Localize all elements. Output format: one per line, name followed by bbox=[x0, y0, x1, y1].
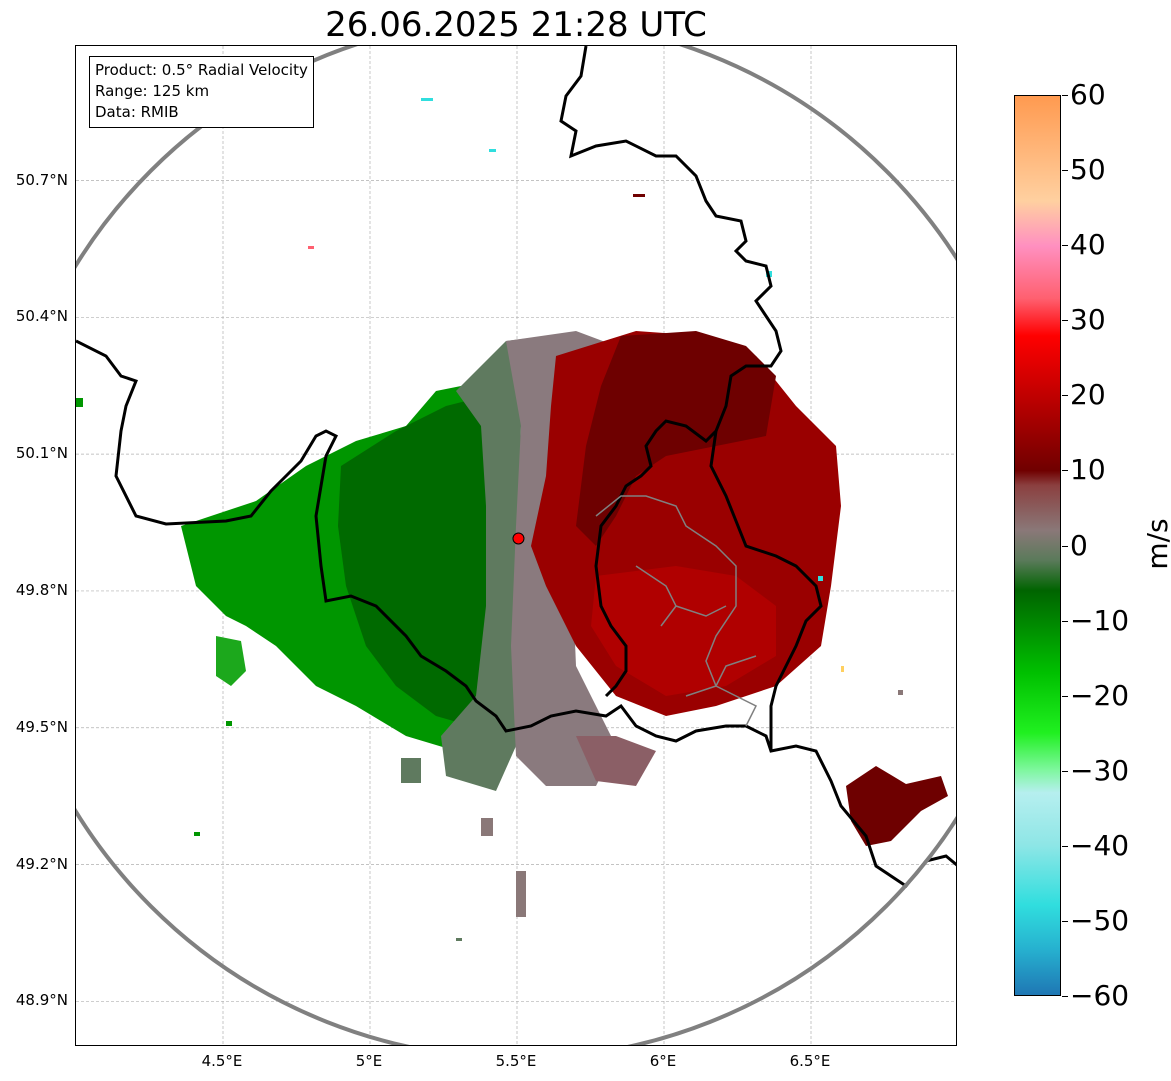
lon-tick-label: 6.5°E bbox=[789, 1052, 831, 1070]
lat-tick-label: 48.9°N bbox=[15, 991, 68, 1010]
colorbar-tick-label: 60 bbox=[1070, 78, 1106, 111]
colorbar-tick bbox=[1062, 920, 1068, 922]
echo-mauve-fringe bbox=[576, 736, 656, 786]
echo-cell-southeast bbox=[846, 766, 948, 846]
colorbar-tick-label: 20 bbox=[1070, 378, 1106, 412]
country-borders bbox=[76, 46, 956, 889]
product-info-box: Product: 0.5° Radial Velocity Range: 125… bbox=[89, 56, 314, 128]
echo-neutral-left bbox=[441, 336, 546, 791]
colorbar-tick bbox=[1062, 245, 1068, 247]
lat-tick-label: 50.7°N bbox=[15, 170, 68, 189]
colorbar-tick bbox=[1062, 470, 1068, 472]
lat-tick-label: 50.1°N bbox=[15, 444, 68, 463]
info-product: Product: 0.5° Radial Velocity bbox=[95, 61, 308, 79]
lat-tick-label: 49.2°N bbox=[15, 854, 68, 873]
lon-tick-label: 6°E bbox=[649, 1052, 677, 1070]
colorbar bbox=[1014, 95, 1061, 996]
map-canvas bbox=[76, 46, 956, 1045]
lat-tick-label: 50.4°N bbox=[15, 307, 68, 326]
colorbar-tick-label: −20 bbox=[1070, 678, 1130, 712]
colorbar-tick-label: −40 bbox=[1070, 828, 1130, 862]
border-line bbox=[559, 46, 783, 698]
echo-speck bbox=[421, 98, 433, 101]
colorbar-unit-label: m/s bbox=[1141, 518, 1171, 570]
radar-map[interactable] bbox=[75, 45, 957, 1046]
echo-speck bbox=[841, 666, 844, 672]
colorbar-tick-label: 40 bbox=[1070, 228, 1106, 262]
echo-speck bbox=[194, 832, 200, 836]
colorbar-tick bbox=[1062, 320, 1068, 322]
echo-speck bbox=[898, 690, 903, 695]
echo-speck bbox=[401, 758, 421, 783]
velocity-echoes bbox=[76, 98, 948, 941]
echo-green-core bbox=[338, 396, 506, 726]
plot-title: 26.06.2025 21:28 UTC bbox=[325, 5, 707, 45]
border-line bbox=[709, 430, 823, 751]
colorbar-tick-label: 0 bbox=[1070, 528, 1088, 562]
info-source: Data: RMIB bbox=[95, 103, 179, 121]
border-line-internal bbox=[595, 495, 758, 727]
colorbar-tick bbox=[1062, 770, 1068, 772]
echo-green-patch bbox=[216, 636, 246, 686]
colorbar-tick bbox=[1062, 620, 1068, 622]
colorbar-tick bbox=[1062, 545, 1068, 547]
echo-speck bbox=[516, 871, 526, 917]
lon-tick-label: 5.5°E bbox=[495, 1052, 537, 1070]
echo-speck bbox=[481, 818, 493, 836]
colorbar-tick-label: −60 bbox=[1070, 979, 1130, 1012]
colorbar-tick bbox=[1062, 170, 1068, 172]
radar-site-marker bbox=[512, 532, 525, 545]
colorbar-tick-label: 50 bbox=[1070, 153, 1106, 187]
lon-tick-label: 4.5°E bbox=[201, 1052, 243, 1070]
echo-speck bbox=[633, 194, 645, 197]
echo-speck bbox=[489, 149, 496, 152]
colorbar-tick-label: 10 bbox=[1070, 453, 1106, 487]
lon-tick-label: 5°E bbox=[355, 1052, 383, 1070]
colorbar-tick bbox=[1062, 695, 1068, 697]
border-line bbox=[76, 339, 956, 889]
echo-red-bright bbox=[591, 566, 776, 696]
echo-red-core bbox=[576, 331, 776, 546]
echo-speck bbox=[76, 398, 83, 407]
info-range: Range: 125 km bbox=[95, 82, 210, 100]
radar-site-dot bbox=[512, 532, 525, 545]
echo-speck bbox=[308, 246, 314, 249]
lat-tick-label: 49.8°N bbox=[15, 580, 68, 599]
echo-speck bbox=[456, 938, 462, 941]
colorbar-tick-label: 30 bbox=[1070, 303, 1106, 337]
colorbar-tick bbox=[1062, 395, 1068, 397]
echo-speck bbox=[226, 721, 232, 726]
colorbar-tick-label: −30 bbox=[1070, 753, 1130, 787]
colorbar-tick bbox=[1062, 95, 1068, 96]
colorbar-tick bbox=[1062, 845, 1068, 847]
lat-tick-label: 49.5°N bbox=[15, 717, 68, 736]
colorbar-tick bbox=[1062, 996, 1068, 997]
colorbar-tick-label: −10 bbox=[1070, 603, 1130, 637]
colorbar-tick-label: −50 bbox=[1070, 903, 1130, 937]
echo-speck bbox=[818, 576, 823, 581]
